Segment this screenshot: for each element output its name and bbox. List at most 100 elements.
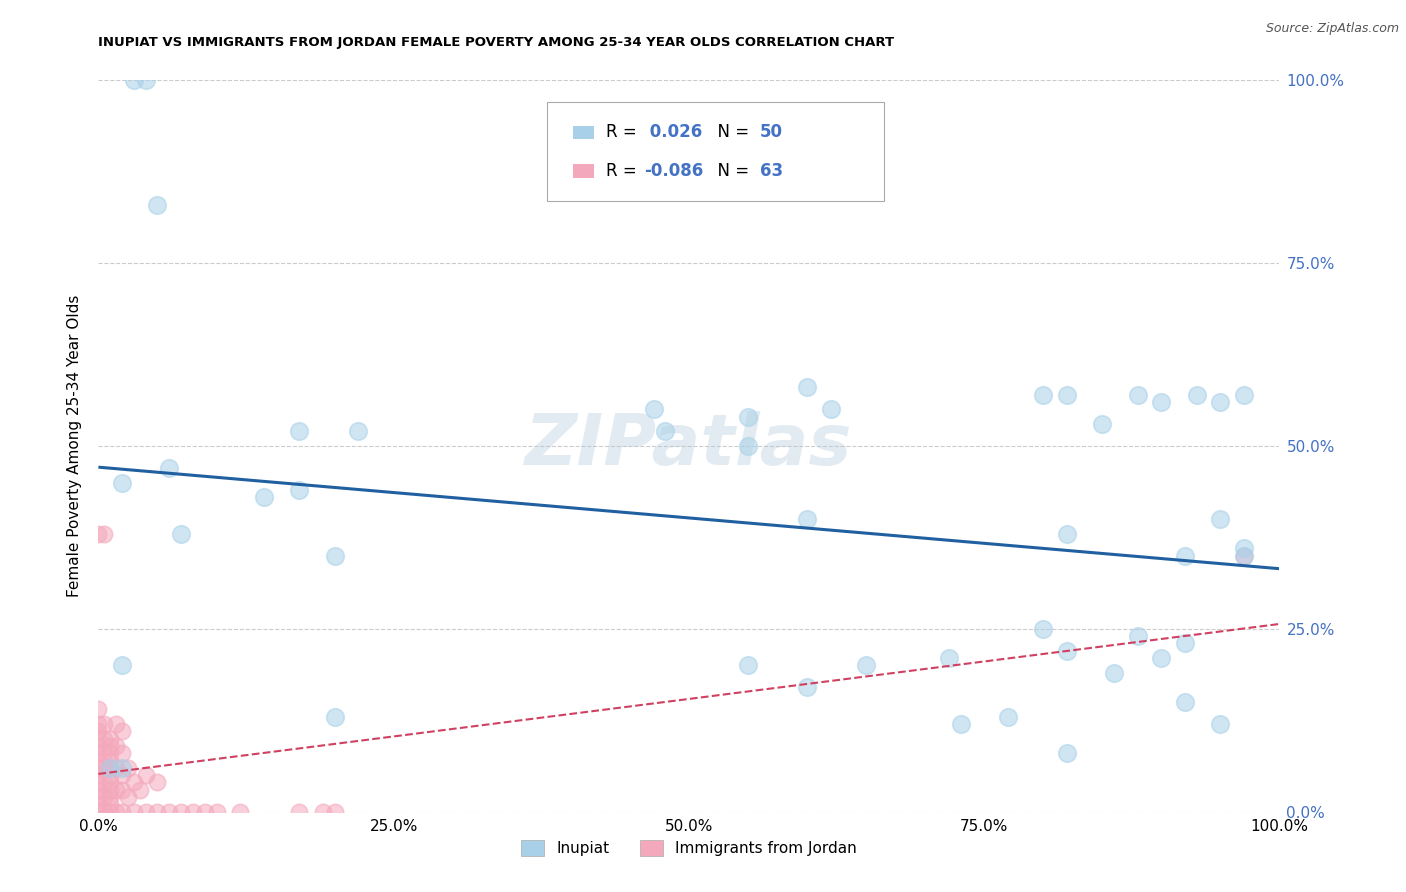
Point <box>105 782 128 797</box>
Point <box>87 746 110 760</box>
Point <box>312 805 335 819</box>
Point <box>87 739 110 753</box>
Point <box>194 805 217 819</box>
Point <box>135 768 157 782</box>
Point <box>98 761 121 775</box>
Point <box>105 739 128 753</box>
Point <box>98 746 121 760</box>
Point <box>1056 746 1078 760</box>
Point <box>98 768 121 782</box>
Point <box>1174 636 1197 650</box>
Text: 0.026: 0.026 <box>644 123 703 141</box>
Point <box>111 746 134 760</box>
Point <box>122 73 145 87</box>
Point <box>737 439 759 453</box>
Point <box>117 790 139 805</box>
Point <box>93 775 115 789</box>
Point <box>93 526 115 541</box>
Point <box>737 409 759 424</box>
Point <box>93 790 115 805</box>
Point <box>128 782 150 797</box>
Point <box>98 790 121 805</box>
Point <box>1174 549 1197 563</box>
Point <box>1056 388 1078 402</box>
Text: 63: 63 <box>759 162 783 180</box>
Point <box>98 739 121 753</box>
Point <box>98 731 121 746</box>
Point <box>87 731 110 746</box>
Point <box>1174 695 1197 709</box>
Point <box>111 761 134 775</box>
Point <box>938 651 960 665</box>
Point <box>93 717 115 731</box>
Point <box>111 782 134 797</box>
Point <box>643 402 665 417</box>
Point <box>737 658 759 673</box>
Text: -0.086: -0.086 <box>644 162 703 180</box>
Bar <box>574 126 595 139</box>
Point <box>87 717 110 731</box>
Text: R =: R = <box>606 123 643 141</box>
Point <box>1209 717 1232 731</box>
Point <box>87 805 110 819</box>
Point <box>87 526 110 541</box>
Point <box>205 805 228 819</box>
Text: 50: 50 <box>759 123 783 141</box>
Point <box>135 73 157 87</box>
Point <box>87 768 110 782</box>
Point <box>1126 629 1149 643</box>
Point <box>93 805 115 819</box>
Point <box>87 790 110 805</box>
Point <box>93 731 115 746</box>
Point <box>170 526 193 541</box>
Legend: Inupiat, Immigrants from Jordan: Inupiat, Immigrants from Jordan <box>515 834 863 863</box>
Point <box>87 797 110 812</box>
Point <box>111 658 134 673</box>
Point <box>98 775 121 789</box>
Point <box>820 402 842 417</box>
Point <box>87 782 110 797</box>
Point <box>105 717 128 731</box>
Point <box>1233 549 1256 563</box>
Point <box>1032 388 1054 402</box>
Point <box>1209 512 1232 526</box>
Text: N =: N = <box>707 162 754 180</box>
Point <box>1233 541 1256 556</box>
Point <box>1233 549 1256 563</box>
Point <box>1233 388 1256 402</box>
Point <box>111 724 134 739</box>
Point <box>98 761 121 775</box>
Point <box>796 380 818 394</box>
Point <box>1056 526 1078 541</box>
Point <box>98 805 121 819</box>
Point <box>1102 665 1125 680</box>
Point <box>288 483 311 497</box>
Point <box>288 805 311 819</box>
Text: INUPIAT VS IMMIGRANTS FROM JORDAN FEMALE POVERTY AMONG 25-34 YEAR OLDS CORRELATI: INUPIAT VS IMMIGRANTS FROM JORDAN FEMALE… <box>98 36 894 49</box>
Point <box>117 761 139 775</box>
Bar <box>574 164 595 178</box>
Point <box>1091 417 1114 431</box>
Point <box>1209 395 1232 409</box>
Point <box>87 775 110 789</box>
Point <box>997 709 1019 723</box>
Point <box>157 461 180 475</box>
Point <box>796 681 818 695</box>
Point <box>323 805 346 819</box>
Text: N =: N = <box>707 123 754 141</box>
Point <box>111 768 134 782</box>
Point <box>1032 622 1054 636</box>
Point <box>146 197 169 211</box>
Point <box>122 805 145 819</box>
Point <box>253 490 276 504</box>
FancyBboxPatch shape <box>547 103 884 201</box>
Point <box>1150 395 1173 409</box>
Text: ZIPatlas: ZIPatlas <box>526 411 852 481</box>
Point <box>855 658 877 673</box>
Point <box>323 549 346 563</box>
Point <box>98 797 121 812</box>
Point <box>105 761 128 775</box>
Point <box>93 761 115 775</box>
Point <box>146 805 169 819</box>
Point <box>170 805 193 819</box>
